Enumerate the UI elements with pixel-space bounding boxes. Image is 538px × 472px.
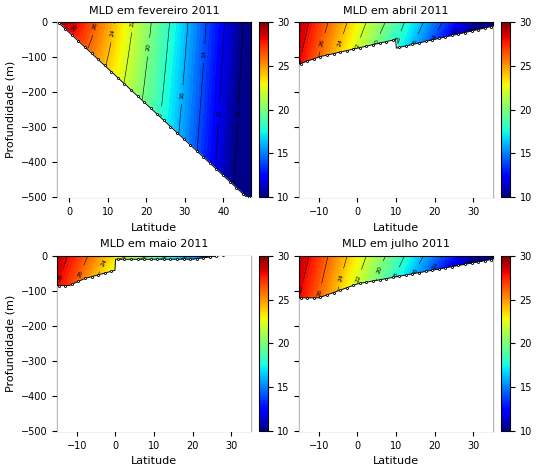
Title: MLD em julho 2011: MLD em julho 2011: [342, 239, 450, 250]
Text: 14: 14: [430, 34, 438, 43]
Text: 26: 26: [319, 38, 326, 47]
Text: 14: 14: [201, 50, 207, 58]
Text: 24: 24: [337, 38, 344, 48]
Text: 12: 12: [449, 261, 458, 270]
Y-axis label: Profundidade (m): Profundidade (m): [5, 61, 16, 158]
Title: MLD em fevereiro 2011: MLD em fevereiro 2011: [89, 6, 220, 16]
Text: 20: 20: [373, 38, 380, 47]
X-axis label: Latitude: Latitude: [373, 456, 419, 466]
Text: 12: 12: [451, 26, 459, 36]
Text: 10: 10: [236, 110, 241, 118]
Text: 24: 24: [100, 259, 108, 268]
X-axis label: Latitude: Latitude: [373, 222, 419, 233]
Text: 20: 20: [376, 265, 384, 274]
Text: 28: 28: [298, 285, 305, 294]
Text: 26: 26: [77, 270, 84, 278]
Text: 24: 24: [110, 29, 116, 37]
Text: 22: 22: [353, 42, 361, 51]
Text: 16: 16: [179, 91, 185, 99]
Text: 14: 14: [431, 261, 440, 270]
Y-axis label: Profundidade (m): Profundidade (m): [5, 295, 16, 392]
Text: 28: 28: [56, 273, 64, 282]
X-axis label: Latitude: Latitude: [131, 222, 177, 233]
Text: 22: 22: [130, 19, 136, 27]
Title: MLD em maio 2011: MLD em maio 2011: [100, 239, 208, 250]
Text: 16: 16: [411, 38, 419, 47]
Text: d: d: [313, 399, 324, 413]
Text: 10: 10: [468, 25, 477, 34]
Text: 10: 10: [468, 258, 477, 267]
Text: 18: 18: [394, 35, 401, 44]
Text: 26: 26: [92, 22, 99, 31]
Text: 28: 28: [296, 58, 303, 66]
Text: 12: 12: [216, 109, 222, 117]
Text: c: c: [71, 399, 80, 413]
Text: 28: 28: [70, 23, 79, 32]
Text: 22: 22: [355, 274, 362, 283]
Text: 26: 26: [316, 288, 323, 297]
Title: MLD em abril 2011: MLD em abril 2011: [343, 6, 449, 16]
Text: 20: 20: [146, 43, 152, 51]
Text: b: b: [313, 165, 324, 180]
Text: 24: 24: [338, 273, 345, 282]
X-axis label: Latitude: Latitude: [131, 456, 177, 466]
Text: a: a: [71, 165, 81, 180]
Text: 18: 18: [392, 271, 399, 280]
Text: 18: 18: [158, 111, 164, 120]
Text: 16: 16: [410, 268, 419, 277]
